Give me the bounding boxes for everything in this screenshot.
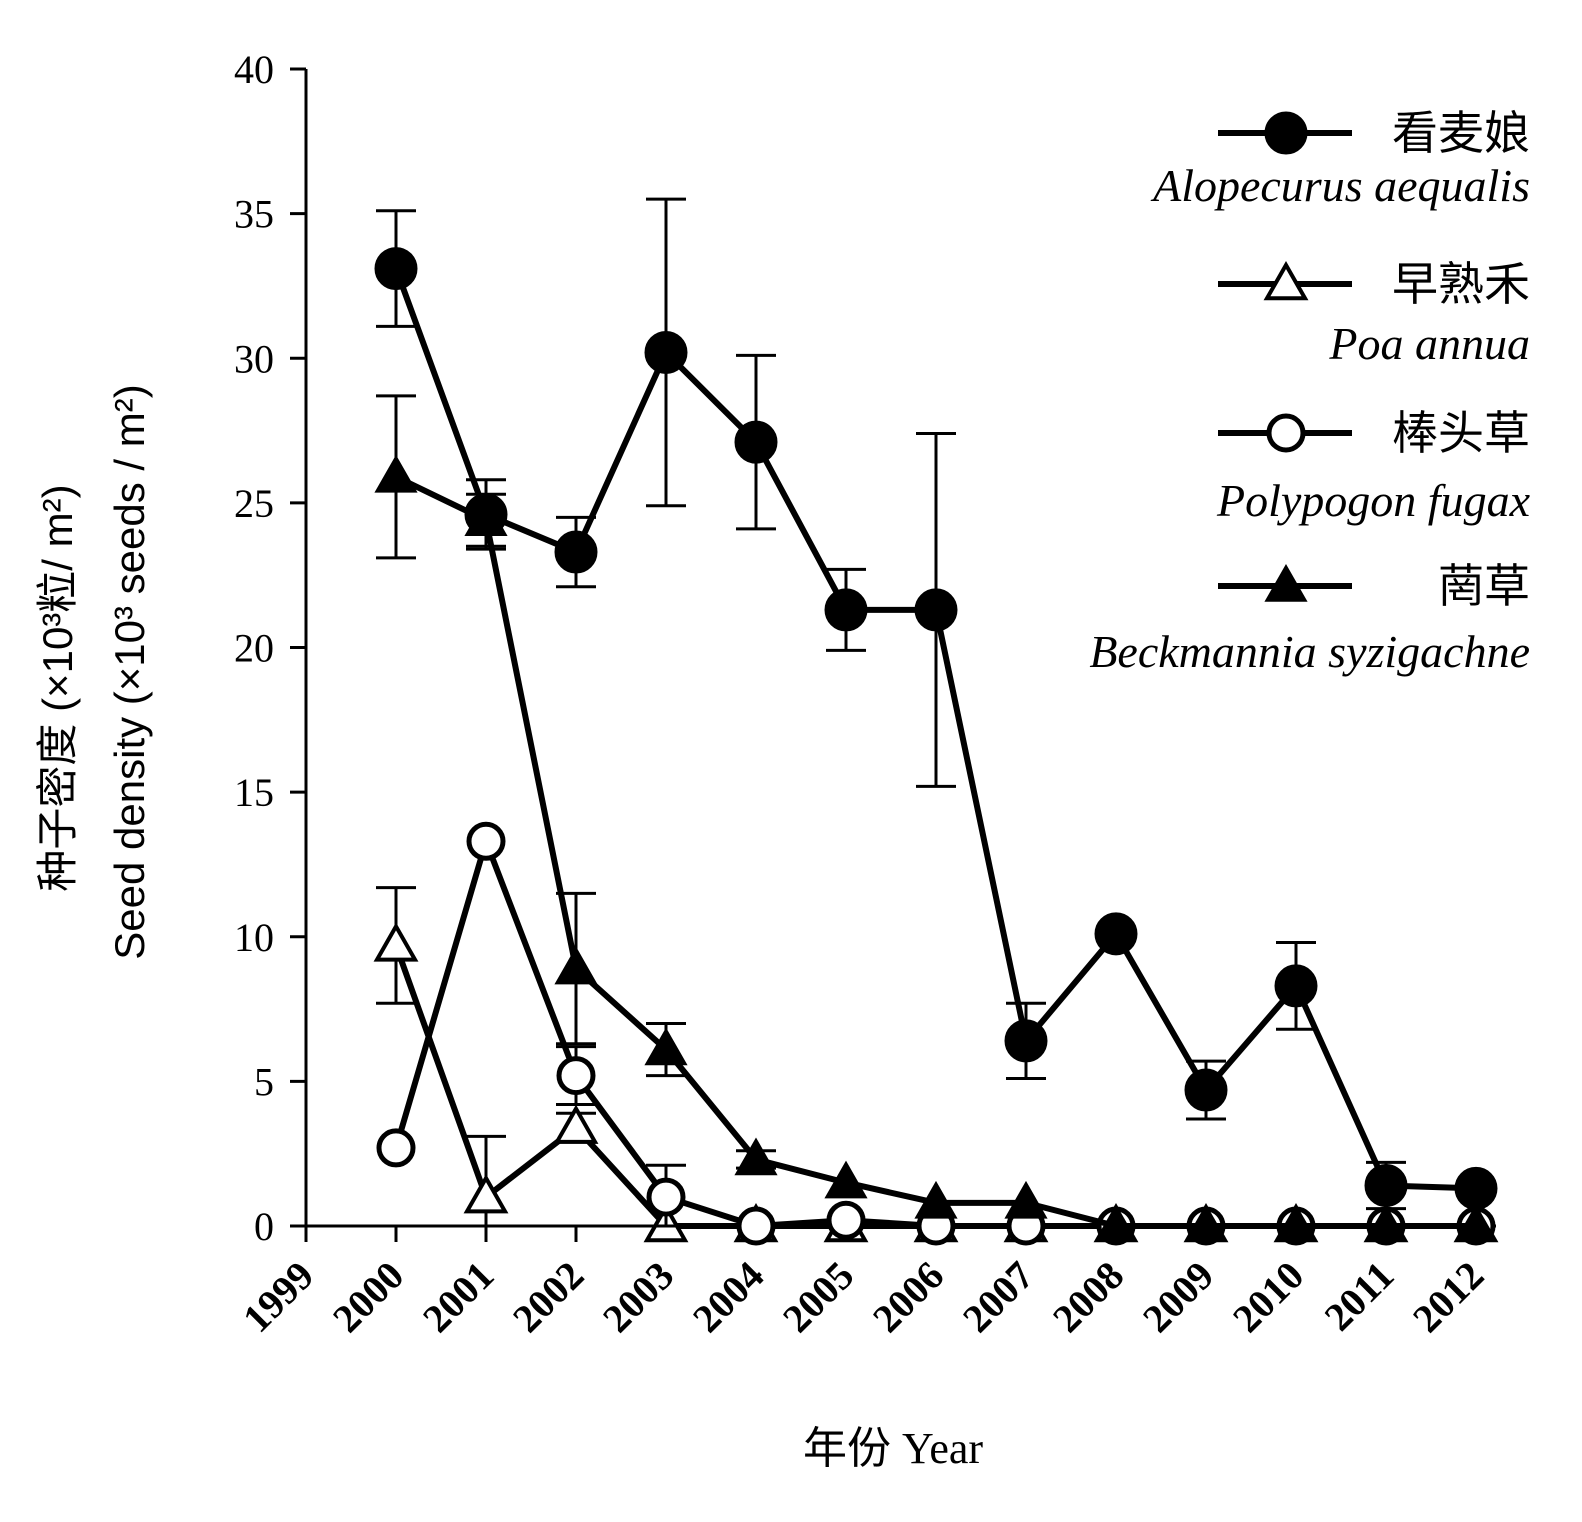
x-tick-label: 1999 <box>234 1253 322 1341</box>
data-point <box>374 247 418 291</box>
legend-marker <box>1264 563 1308 602</box>
y-axis-ticks: 0 5 10 15 20 25 30 35 40 <box>234 47 306 1249</box>
legend-item-3: 棒头草 Polypogon fugax <box>1216 407 1531 526</box>
legend-label-latin: Beckmannia syzigachne <box>1089 626 1530 677</box>
legend-label-cn: 看麦娘 <box>1392 107 1530 159</box>
y-tick-label: 30 <box>234 336 274 381</box>
data-point <box>1094 1203 1138 1242</box>
y-tick-label: 25 <box>234 481 274 526</box>
data-point <box>466 821 506 861</box>
legend-label-cn: 棒头草 <box>1392 407 1530 459</box>
x-tick-label: 2000 <box>324 1253 412 1341</box>
legend-label-latin: Alopecurus aequalis <box>1150 160 1530 211</box>
legend-marker <box>1266 413 1306 453</box>
data-point <box>463 1174 509 1214</box>
x-tick-label: 2004 <box>684 1253 772 1341</box>
data-point <box>734 1137 778 1176</box>
legend-marker <box>1264 111 1308 155</box>
data-point <box>464 492 508 536</box>
data-point <box>644 1027 688 1066</box>
legend-label-latin: Polypogon fugax <box>1216 475 1531 526</box>
x-tick-label: 2008 <box>1044 1253 1132 1341</box>
y-tick-label: 35 <box>234 192 274 237</box>
data-point <box>1184 1068 1228 1112</box>
y-tick-label: 40 <box>234 47 274 92</box>
legend-label-cn: 早熟禾 <box>1392 258 1530 310</box>
x-tick-label: 2010 <box>1224 1253 1312 1341</box>
series-3 <box>376 821 1496 1246</box>
data-point <box>556 1056 596 1096</box>
data-point <box>1004 1019 1048 1063</box>
legend-item-4: 菵草 Beckmannia syzigachne <box>1089 560 1530 677</box>
data-point <box>914 588 958 632</box>
data-point <box>824 1160 868 1199</box>
data-point <box>1454 1166 1498 1210</box>
y-axis-title-en: Seed density (×10³ seeds / m²) <box>106 384 153 959</box>
data-point <box>646 1177 686 1217</box>
data-point <box>1364 1164 1408 1208</box>
data-point <box>1004 1180 1048 1219</box>
data-point <box>1274 964 1318 1008</box>
data-point <box>826 1200 866 1240</box>
legend-marker <box>1263 260 1309 301</box>
x-tick-label: 2002 <box>504 1253 592 1341</box>
data-point <box>824 588 868 632</box>
data-point <box>644 330 688 374</box>
y-axis-title-cn: 种子密度 (×10³粒/ m²) <box>34 484 81 891</box>
y-tick-label: 10 <box>234 915 274 960</box>
x-axis-title: 年份 Year <box>803 1424 983 1473</box>
x-tick-label: 2005 <box>774 1253 862 1341</box>
x-tick-label: 2007 <box>954 1253 1042 1341</box>
data-point <box>1454 1203 1498 1242</box>
data-point <box>1364 1203 1408 1242</box>
y-tick-label: 20 <box>234 626 274 671</box>
data-point <box>554 530 598 574</box>
legend-label-latin: Poa annua <box>1328 318 1530 369</box>
y-tick-label: 5 <box>254 1059 274 1104</box>
data-point <box>554 946 598 985</box>
x-tick-label: 2009 <box>1134 1253 1222 1341</box>
data-point <box>553 1104 599 1144</box>
data-point <box>1094 912 1138 956</box>
x-tick-label: 2001 <box>414 1253 502 1341</box>
legend-label-cn: 菵草 <box>1438 560 1530 612</box>
y-tick-label: 0 <box>254 1204 274 1249</box>
data-point <box>1274 1203 1318 1242</box>
data-point <box>914 1180 958 1219</box>
series-line <box>393 838 1476 1229</box>
data-point <box>736 1206 776 1246</box>
x-tick-label: 2012 <box>1404 1253 1492 1341</box>
data-point <box>734 420 778 464</box>
x-tick-label: 2006 <box>864 1253 952 1341</box>
x-tick-label: 2011 <box>1316 1253 1403 1340</box>
legend-item-2: 早熟禾 Poa annua <box>1218 258 1530 369</box>
data-point <box>1184 1203 1228 1242</box>
data-point <box>376 1128 416 1168</box>
data-point <box>374 454 418 493</box>
series-1 <box>374 197 1498 1211</box>
y-tick-label: 15 <box>234 770 274 815</box>
x-tick-label: 2003 <box>594 1253 682 1341</box>
data-point <box>373 922 419 962</box>
series-layer <box>373 197 1499 1246</box>
